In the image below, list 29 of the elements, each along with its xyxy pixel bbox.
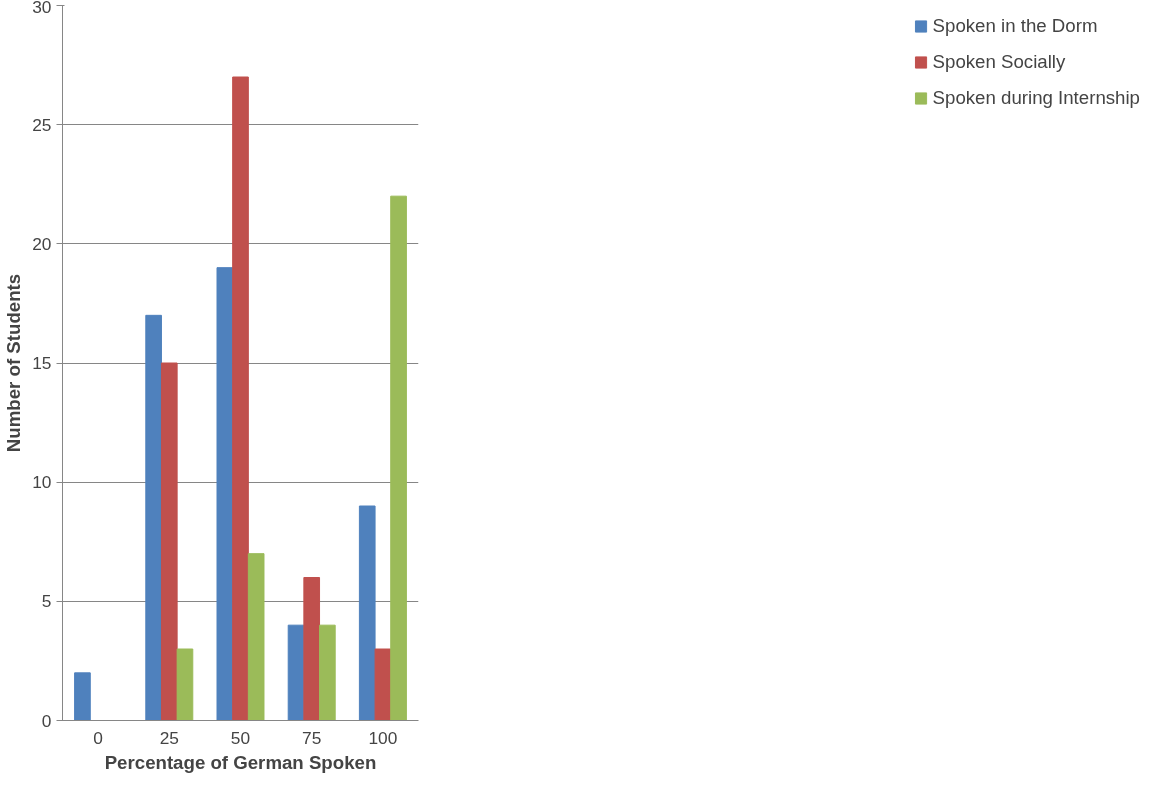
y-tick-label: 20 xyxy=(32,233,52,254)
y-tick-label: 0 xyxy=(41,710,52,731)
bar xyxy=(319,624,336,721)
x-tick-label: 100 xyxy=(368,727,398,748)
bar xyxy=(145,314,162,721)
x-tick-label: 0 xyxy=(93,727,103,748)
x-tick-label: 50 xyxy=(230,727,251,748)
legend-label: Spoken in the Dorm xyxy=(932,15,1098,37)
bar xyxy=(176,648,194,721)
y-axis-title: Number of Students xyxy=(3,273,25,453)
y-tick-label: 15 xyxy=(32,353,52,373)
y-tick-label: 30 xyxy=(32,0,52,17)
bar xyxy=(358,505,376,721)
y-tick-label: 5 xyxy=(41,591,52,612)
y-tick-label: 10 xyxy=(32,472,52,493)
bar xyxy=(374,648,392,721)
bar xyxy=(247,553,265,721)
x-tick-label: 75 xyxy=(302,727,322,748)
x-axis-title: Percentage of German Spoken xyxy=(104,751,377,773)
y-tick-label: 25 xyxy=(32,114,52,135)
x-tick-label: 25 xyxy=(159,727,179,748)
bar xyxy=(216,267,234,721)
legend-label: Spoken during Internship xyxy=(932,87,1140,109)
bar xyxy=(74,672,91,721)
bar xyxy=(160,362,178,721)
bar xyxy=(390,195,407,721)
legend-label: Spoken Socially xyxy=(932,51,1066,73)
bar xyxy=(232,76,249,721)
bar xyxy=(303,577,321,721)
